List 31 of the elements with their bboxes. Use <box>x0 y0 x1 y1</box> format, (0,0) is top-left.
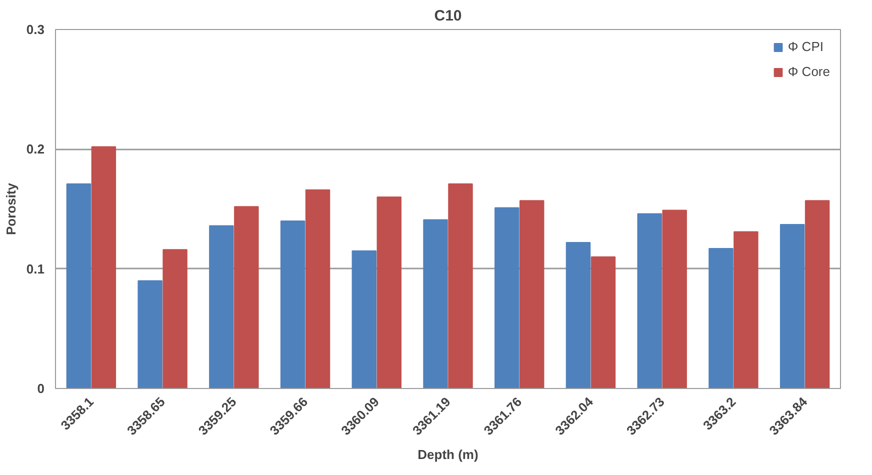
bar <box>708 248 734 388</box>
x-axis-title: Depth (m) <box>418 447 478 462</box>
bar <box>162 249 188 388</box>
y-tick-label: 0.3 <box>26 22 45 37</box>
bar <box>662 210 687 388</box>
bar <box>734 231 758 388</box>
bar <box>804 200 830 388</box>
bar <box>423 219 448 388</box>
chart-title: C10 <box>434 8 462 24</box>
y-tick-label: 0.1 <box>26 261 45 276</box>
bar <box>138 280 162 388</box>
y-tick-label: 0.2 <box>26 142 45 157</box>
bar <box>376 196 402 388</box>
bar <box>234 206 259 388</box>
bar <box>352 250 377 388</box>
legend-label: Φ Core <box>788 64 830 79</box>
bar <box>305 189 330 388</box>
bar <box>590 256 616 388</box>
bar <box>209 225 234 388</box>
bar <box>280 220 306 388</box>
bar <box>494 207 520 388</box>
bar <box>566 242 591 388</box>
bar <box>91 146 116 388</box>
legend-label: Φ CPI <box>788 39 824 54</box>
y-axis-title: Porosity <box>3 182 18 236</box>
bar <box>519 200 544 388</box>
y-tick-label: 0 <box>37 381 45 396</box>
bar <box>66 183 92 388</box>
bar <box>780 224 805 388</box>
bar <box>448 183 473 388</box>
bar <box>637 213 662 388</box>
